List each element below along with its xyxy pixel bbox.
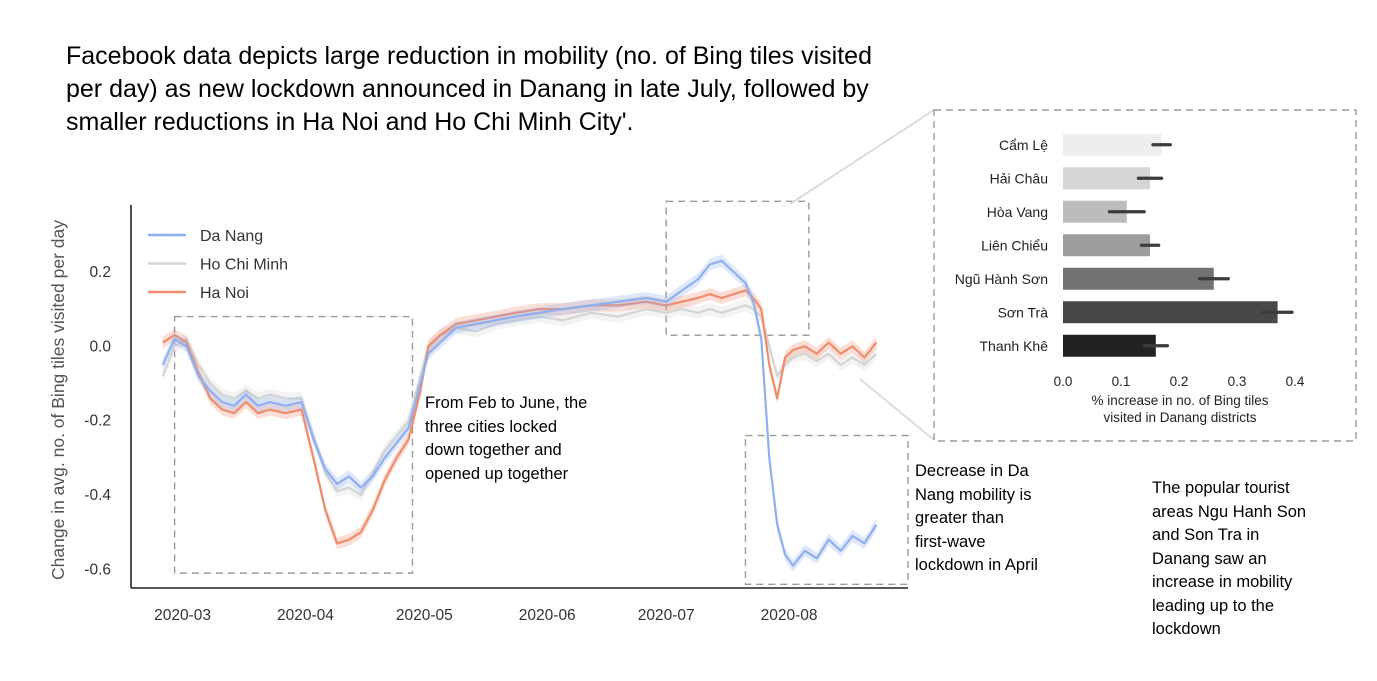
main-axes [130, 205, 908, 589]
danang-districts-bar-chart: Cẩm Lệ Hải Châu Hòa Vang Liên Chiểu Ngũ Hành… [933, 109, 1357, 442]
category-label: Sơn Trà [998, 304, 1049, 320]
bar-7 [1063, 334, 1156, 357]
inset-bars [1063, 133, 1294, 357]
y-tick-label: -0.4 [84, 487, 111, 504]
main-y-axis-label: Change in avg. no. of Bing tiles visited… [48, 220, 68, 580]
legend-label: Ho Chi Minh [200, 257, 288, 274]
x-tick-label: 2020-06 [519, 607, 576, 624]
x-tick-label: 2020-04 [277, 607, 334, 624]
bar-6 [1063, 301, 1278, 324]
x-tick-label: 2020-05 [396, 607, 453, 624]
bar-3 [1063, 200, 1127, 223]
inset-x-tick-label: 0.1 [1112, 374, 1131, 389]
inset-category-labels: Cẩm Lệ Hải Châu Hòa Vang Liên Chiểu Ngũ Hành… [955, 137, 1048, 354]
bar-2 [1063, 167, 1150, 190]
annotation-line: first-wave [915, 532, 986, 551]
annotation-line: leading up to the [1152, 596, 1275, 615]
x-tick-label: 2020-07 [638, 607, 695, 624]
category-label: Hòa Vang [987, 204, 1048, 220]
x-tick-label: 2020-08 [761, 607, 818, 624]
annotation-line: opened up together [425, 464, 569, 483]
series-line-da-nang [161, 259, 878, 567]
bar-4 [1063, 234, 1150, 257]
y-tick-label: -0.2 [84, 413, 111, 430]
annotation-line: lockdown in April [915, 556, 1038, 574]
inset-x-tick-label: 0.2 [1170, 374, 1189, 389]
annotation-line: The popular tourist [1152, 479, 1290, 497]
legend-label: Ha Noi [200, 285, 249, 302]
connector-lines [789, 109, 935, 441]
annotation-line: Nang mobility is [915, 485, 1032, 504]
annotation-line: increase in mobility [1152, 573, 1293, 591]
headline: Facebook data depicts large reduction in… [66, 42, 872, 136]
annotation-line: Decrease in Da [915, 462, 1029, 480]
category-label: Liên Chiểu [981, 237, 1048, 253]
inset-tick-labels: 0.0 0.1 0.2 0.3 0.4 [1054, 374, 1305, 389]
annotation-line: greater than [915, 509, 1004, 527]
mobility-line-chart: 2020-03 2020-04 2020-05 2020-06 2020-07 2020-… [48, 200, 909, 624]
category-label: Hải Châu [990, 170, 1048, 186]
annotation-line: Danang saw an [1152, 549, 1267, 568]
annotation-danang-decrease: Decrease in Da Nang mobility is greater … [915, 460, 1085, 578]
bar-5 [1063, 267, 1214, 290]
highlight-box-2 [665, 200, 810, 336]
annotation-line: down together and [425, 441, 562, 459]
annotation-line: and Son Tra in [1152, 526, 1260, 544]
annotation-line: lockdown [1152, 620, 1221, 638]
inset-x-tick-label: 0.4 [1286, 374, 1305, 389]
series-line-ha-noi [162, 289, 878, 545]
x-tick-label: 2020-03 [154, 607, 211, 624]
legend: Da Nang Ho Chi Minh Ha Noi [148, 228, 288, 302]
inset-x-axis-label-line1: % increase in no. of Bing tiles [1091, 393, 1268, 408]
inset-x-axis-label-line2: visited in Danang districts [1103, 410, 1256, 425]
category-label: Thanh Khê [980, 338, 1049, 354]
series-line-ho-chi-minh [161, 304, 878, 497]
y-tick-label: 0.2 [89, 264, 111, 281]
category-label: Cẩm Lệ [999, 137, 1048, 153]
annotation-tourist-areas: The popular tourist areas Ngu Hanh Son a… [1152, 477, 1362, 642]
y-tick-label: -0.6 [84, 561, 111, 578]
inset-x-tick-label: 0.0 [1054, 374, 1073, 389]
category-label: Ngũ Hành Sơn [955, 271, 1048, 287]
annotation-line: From Feb to June, the [425, 394, 588, 412]
highlight-boxes [173, 200, 909, 585]
annotation-line: three cities locked [425, 417, 558, 436]
inset-x-tick-label: 0.3 [1228, 374, 1247, 389]
highlight-box-1 [173, 315, 414, 574]
legend-label: Da Nang [200, 228, 263, 245]
main-tick-labels: 2020-03 2020-04 2020-05 2020-06 2020-07 2020-… [84, 264, 817, 624]
y-tick-label: 0.0 [89, 338, 111, 355]
annotation-line: areas Ngu Hanh Son [1152, 502, 1307, 521]
bar-1 [1063, 133, 1162, 156]
series-lines [161, 254, 878, 572]
annotation-feb-june: From Feb to June, the three cities locke… [425, 392, 635, 486]
